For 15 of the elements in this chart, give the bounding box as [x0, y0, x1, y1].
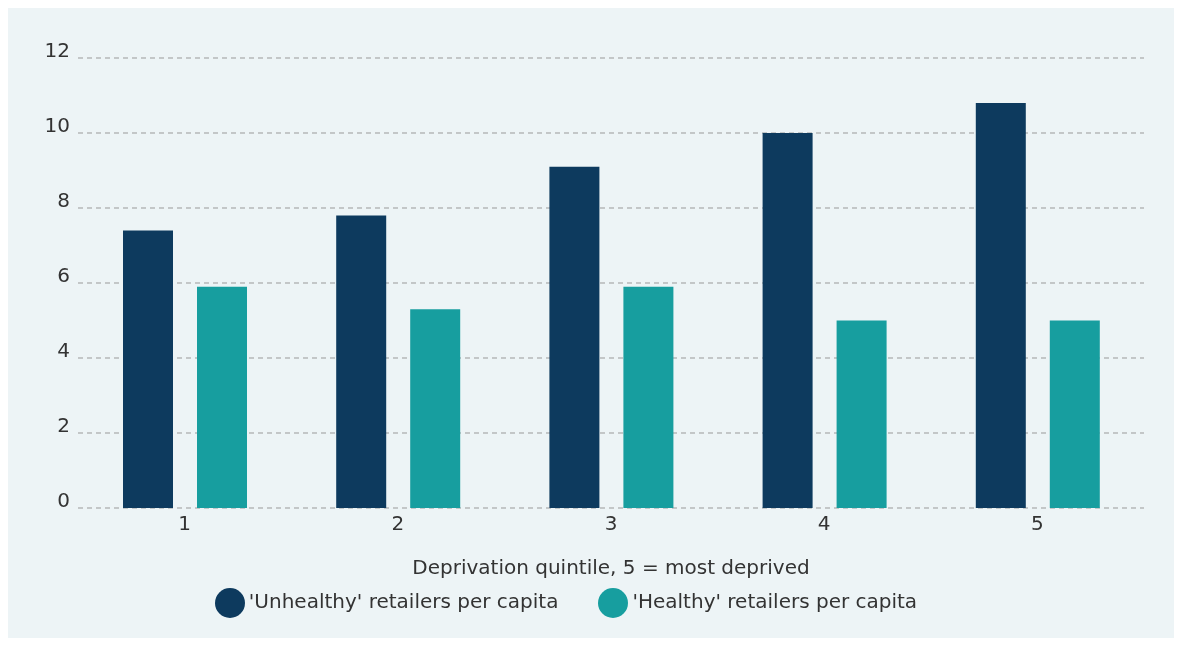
x-tick-label: 3: [604, 511, 618, 536]
y-tick-label: 10: [44, 113, 70, 138]
legend-label: 'Healthy' retailers per capita: [632, 588, 918, 613]
y-tick-label: 4: [57, 338, 70, 363]
y-tick-label: 0: [57, 488, 70, 513]
y-tick-label: 2: [57, 413, 70, 438]
y-tick-label: 6: [57, 263, 70, 288]
legend-label: 'Unhealthy' retailers per capita: [248, 588, 559, 613]
y-tick-label: 12: [44, 38, 70, 63]
x-tick-label: 1: [178, 511, 191, 536]
y-tick-label: 8: [57, 188, 70, 213]
x-axis-title: Deprivation quintile, 5 = most deprived: [412, 555, 810, 579]
x-tick-label: 4: [817, 511, 831, 536]
x-tick-label: 2: [391, 511, 405, 536]
x-tick-label: 5: [1031, 511, 1044, 536]
